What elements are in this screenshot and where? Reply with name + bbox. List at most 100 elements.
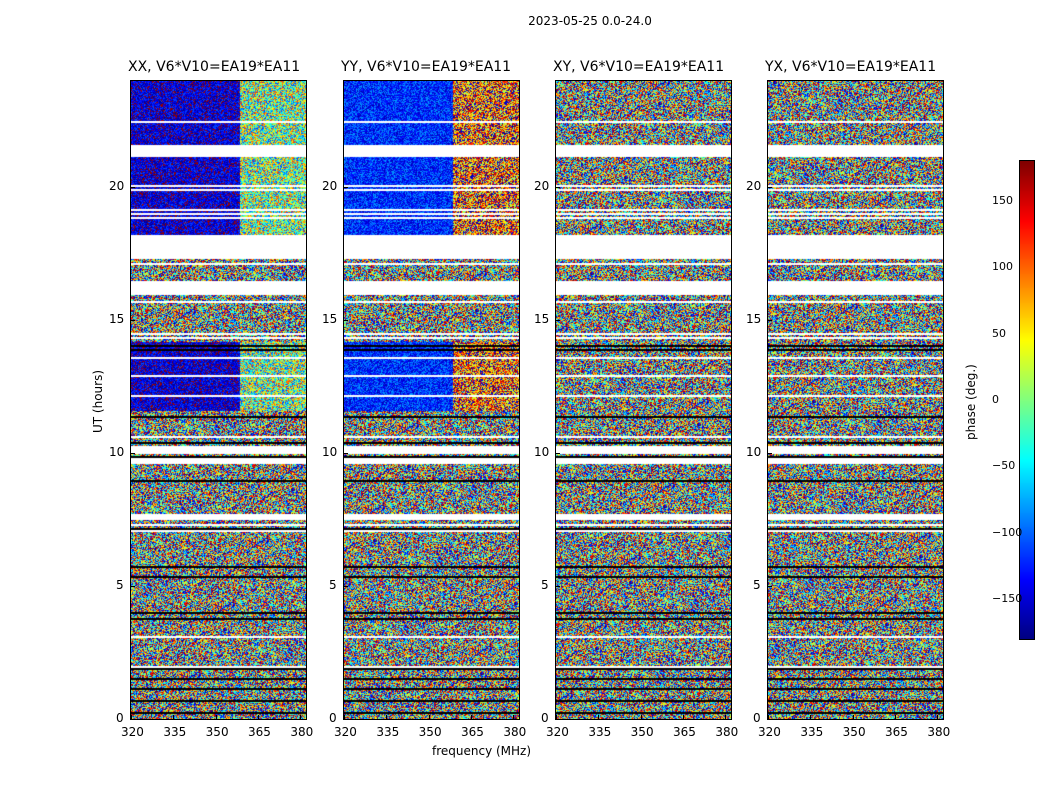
x-tick-label: 365	[673, 725, 696, 739]
figure-title: 2023-05-25 0.0-24.0	[528, 14, 652, 28]
y-tick-label: 10	[746, 445, 762, 460]
x-tick-label: 350	[630, 725, 654, 739]
y-tick-mark	[556, 187, 560, 188]
panel-title-xx: XX, V6*V10=EA19*EA11	[128, 59, 301, 75]
y-tick-label: 0	[541, 711, 549, 725]
y-tick-label: 5	[753, 578, 761, 593]
y-tick-label: 15	[534, 312, 550, 327]
x-tick-mark	[683, 715, 684, 719]
x-tick-label: 365	[885, 725, 908, 739]
y-tick-mark	[131, 719, 135, 720]
heatmap-xy	[556, 81, 731, 719]
y-tick-mark	[131, 586, 135, 587]
y-tick-mark	[768, 586, 772, 587]
x-axis-label: frequency (MHz)	[432, 744, 532, 758]
heatmap-panel-yy	[343, 80, 520, 720]
x-tick-label: 320	[546, 725, 569, 739]
x-tick-mark	[937, 715, 938, 719]
y-tick-label: 5	[116, 578, 124, 593]
colorbar-tick-label: −150	[992, 592, 1023, 606]
y-tick-label: 5	[541, 578, 549, 593]
y-tick-label: 20	[109, 179, 125, 194]
y-axis-label: UT (hours)	[91, 369, 105, 433]
colorbar-tick-label: 50	[992, 326, 1006, 340]
y-tick-label: 20	[746, 179, 762, 194]
x-tick-label: 335	[588, 725, 612, 739]
y-tick-mark	[344, 586, 348, 587]
panel-title-yy: YY, V6*V10=EA19*EA11	[341, 59, 512, 75]
y-tick-mark	[344, 187, 348, 188]
x-tick-label: 320	[758, 725, 781, 739]
y-tick-label: 5	[329, 578, 337, 593]
y-tick-label: 0	[116, 711, 124, 725]
x-tick-mark	[556, 715, 557, 719]
y-tick-mark	[556, 719, 560, 720]
x-tick-mark	[810, 715, 811, 719]
y-tick-mark	[768, 453, 772, 454]
y-tick-label: 20	[534, 179, 550, 194]
heatmap-xx	[131, 81, 306, 719]
y-tick-label: 15	[746, 312, 762, 327]
x-tick-mark	[768, 715, 769, 719]
heatmap-panel-xx	[130, 80, 307, 720]
x-tick-label: 380	[927, 725, 951, 739]
y-tick-mark	[131, 187, 135, 188]
colorbar-gradient	[1020, 161, 1034, 639]
y-tick-label: 0	[753, 711, 761, 725]
x-tick-label: 380	[290, 725, 314, 739]
y-tick-mark	[344, 719, 348, 720]
panel-title-xy: XY, V6*V10=EA19*EA11	[553, 59, 725, 75]
colorbar-tick-label: 100	[992, 260, 1013, 274]
x-tick-label: 380	[715, 725, 739, 739]
y-tick-label: 20	[322, 179, 338, 194]
x-tick-mark	[641, 715, 642, 719]
x-tick-mark	[471, 715, 472, 719]
x-tick-mark	[386, 715, 387, 719]
colorbar	[1019, 160, 1035, 640]
y-tick-label: 15	[109, 312, 125, 327]
colorbar-tick-label: 150	[992, 193, 1013, 207]
y-tick-label: 10	[109, 445, 125, 460]
heatmap-panel-yx	[767, 80, 944, 720]
y-tick-label: 10	[322, 445, 338, 460]
x-tick-label: 365	[461, 725, 484, 739]
x-tick-mark	[895, 715, 896, 719]
y-tick-mark	[768, 719, 772, 720]
colorbar-tick-label: −50	[992, 459, 1016, 473]
x-tick-label: 365	[248, 725, 271, 739]
y-tick-label: 15	[322, 312, 338, 327]
y-tick-mark	[344, 453, 348, 454]
x-tick-label: 350	[418, 725, 442, 739]
x-tick-mark	[429, 715, 430, 719]
x-tick-label: 350	[205, 725, 229, 739]
y-tick-label: 10	[534, 445, 550, 460]
y-tick-mark	[768, 320, 772, 321]
y-tick-mark	[131, 320, 135, 321]
colorbar-label: phase (deg.)	[964, 364, 978, 440]
x-tick-label: 350	[842, 725, 866, 739]
y-tick-mark	[344, 320, 348, 321]
colorbar-tick-label: 0	[992, 393, 999, 406]
x-tick-mark	[598, 715, 599, 719]
x-tick-label: 335	[800, 725, 824, 739]
y-tick-mark	[556, 586, 560, 587]
x-tick-mark	[300, 715, 301, 719]
heatmap-yx	[768, 81, 943, 719]
x-tick-label: 320	[121, 725, 144, 739]
x-tick-label: 380	[503, 725, 527, 739]
y-tick-label: 0	[329, 711, 337, 725]
x-tick-label: 335	[376, 725, 400, 739]
heatmap-panel-xy	[555, 80, 732, 720]
x-tick-mark	[725, 715, 726, 719]
y-tick-mark	[556, 320, 560, 321]
x-tick-mark	[513, 715, 514, 719]
y-tick-mark	[768, 187, 772, 188]
heatmap-yy	[344, 81, 519, 719]
y-tick-mark	[556, 453, 560, 454]
x-tick-mark	[853, 715, 854, 719]
x-tick-label: 320	[334, 725, 357, 739]
x-tick-label: 335	[163, 725, 187, 739]
x-tick-mark	[173, 715, 174, 719]
panel-title-yx: YX, V6*V10=EA19*EA11	[765, 59, 937, 75]
x-tick-mark	[344, 715, 345, 719]
